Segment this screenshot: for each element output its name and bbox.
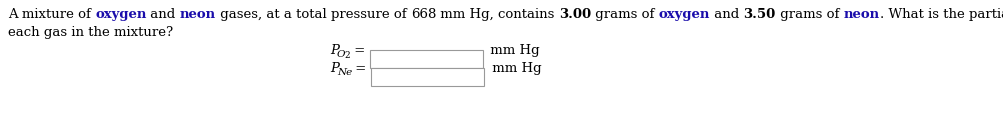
Text: A mixture of: A mixture of — [8, 8, 95, 21]
Bar — [369, 50, 482, 68]
Text: oxygen: oxygen — [95, 8, 146, 21]
Text: . What is the partial pressure of: . What is the partial pressure of — [879, 8, 1003, 21]
Text: neon: neon — [843, 8, 879, 21]
Text: P: P — [330, 44, 339, 57]
Text: =: = — [351, 62, 370, 75]
Text: P: P — [330, 62, 339, 75]
Text: Ne: Ne — [337, 68, 352, 77]
Text: O: O — [337, 50, 345, 59]
Text: mm Hg: mm Hg — [487, 62, 541, 75]
Text: and: and — [146, 8, 180, 21]
Text: gases, at a total pressure of: gases, at a total pressure of — [216, 8, 410, 21]
Text: neon: neon — [180, 8, 216, 21]
Bar — [370, 68, 483, 86]
Text: 3.50: 3.50 — [743, 8, 775, 21]
Text: grams of: grams of — [775, 8, 843, 21]
Text: oxygen: oxygen — [658, 8, 709, 21]
Text: grams of: grams of — [591, 8, 658, 21]
Text: each gas in the mixture?: each gas in the mixture? — [8, 26, 173, 39]
Text: mm Hg: mm Hg — [486, 44, 540, 57]
Text: 2: 2 — [344, 51, 350, 60]
Text: 3.00: 3.00 — [559, 8, 591, 21]
Text: mm Hg, contains: mm Hg, contains — [436, 8, 559, 21]
Text: 668: 668 — [410, 8, 436, 21]
Text: =: = — [350, 44, 369, 57]
Text: and: and — [709, 8, 743, 21]
